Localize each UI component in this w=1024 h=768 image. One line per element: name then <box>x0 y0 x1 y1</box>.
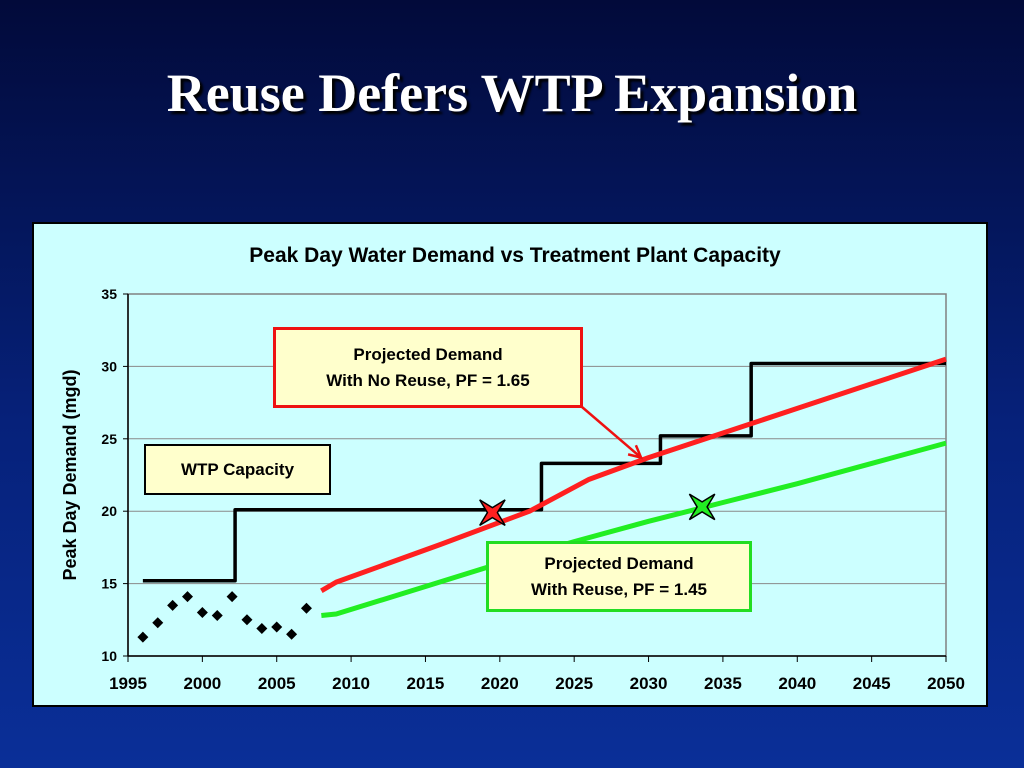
wtp-capacity-callout: WTP Capacity <box>144 444 331 495</box>
x-tick-label-2010: 2010 <box>332 674 370 693</box>
historical-point-6 <box>226 591 238 603</box>
y-tick-label-35: 35 <box>101 286 117 302</box>
slide-title: Reuse Defers WTP Expansion <box>166 63 858 123</box>
historical-point-7 <box>241 614 253 626</box>
chart-panel: Peak Day Water Demand vs Treatment Plant… <box>32 222 988 707</box>
chart-svg: Peak Day Water Demand vs Treatment Plant… <box>60 244 965 693</box>
capacity-line <box>142 361 946 583</box>
historical-point-0 <box>137 631 149 643</box>
y-tick-label-10: 10 <box>101 648 117 664</box>
historical-point-1 <box>152 617 164 629</box>
reuse-callout: Projected Demand With Reuse, PF = 1.45 <box>486 541 752 612</box>
x-tick-label-2000: 2000 <box>183 674 221 693</box>
reuse-callout-line1: Projected Demand <box>544 553 694 573</box>
no-reuse-callout: Projected Demand With No Reuse, PF = 1.6… <box>273 327 583 408</box>
reuse-intersection-star <box>688 493 716 521</box>
no_reuse-intersection-star <box>479 499 506 527</box>
historical-point-4 <box>196 607 208 619</box>
reuse-line <box>321 440 947 618</box>
x-tick-label-2030: 2030 <box>630 674 668 693</box>
x-tick-label-2025: 2025 <box>555 674 593 693</box>
x-tick-label-1995: 1995 <box>109 674 147 693</box>
x-tick-label-2035: 2035 <box>704 674 742 693</box>
x-tick-label-2040: 2040 <box>778 674 816 693</box>
no-reuse-callout-line1: Projected Demand <box>353 344 503 364</box>
historical-point-5 <box>211 609 223 621</box>
y-tick-label-15: 15 <box>101 576 117 592</box>
x-tick-label-2045: 2045 <box>853 674 891 693</box>
callout-arrow <box>581 406 644 460</box>
y-tick-label-25: 25 <box>101 431 117 447</box>
historical-point-8 <box>256 622 268 634</box>
y-tick-label-30: 30 <box>101 358 117 374</box>
x-tick-label-2050: 2050 <box>927 674 965 693</box>
series-group <box>137 356 947 643</box>
reuse-callout-line2: With Reuse, PF = 1.45 <box>530 579 708 599</box>
historical-point-10 <box>286 628 298 640</box>
y-axis-label: Peak Day Demand (mgd) <box>60 369 80 580</box>
historical-point-3 <box>181 591 193 603</box>
historical-point-2 <box>167 599 179 611</box>
no-reuse-arrow-line <box>581 406 642 459</box>
x-tick-label-2005: 2005 <box>258 674 296 693</box>
wtp-capacity-text: WTP Capacity <box>180 459 295 479</box>
no-reuse-callout-line2: With No Reuse, PF = 1.65 <box>326 370 530 390</box>
no_reuse-line <box>320 356 947 593</box>
x-tick-label-2020: 2020 <box>481 674 519 693</box>
historical-point-9 <box>271 621 283 633</box>
no-reuse-arrow-head <box>627 444 644 460</box>
chart-title: Peak Day Water Demand vs Treatment Plant… <box>249 244 781 267</box>
historical-point-11 <box>300 602 312 614</box>
x-tick-label-2015: 2015 <box>407 674 445 693</box>
y-tick-label-20: 20 <box>101 503 117 519</box>
